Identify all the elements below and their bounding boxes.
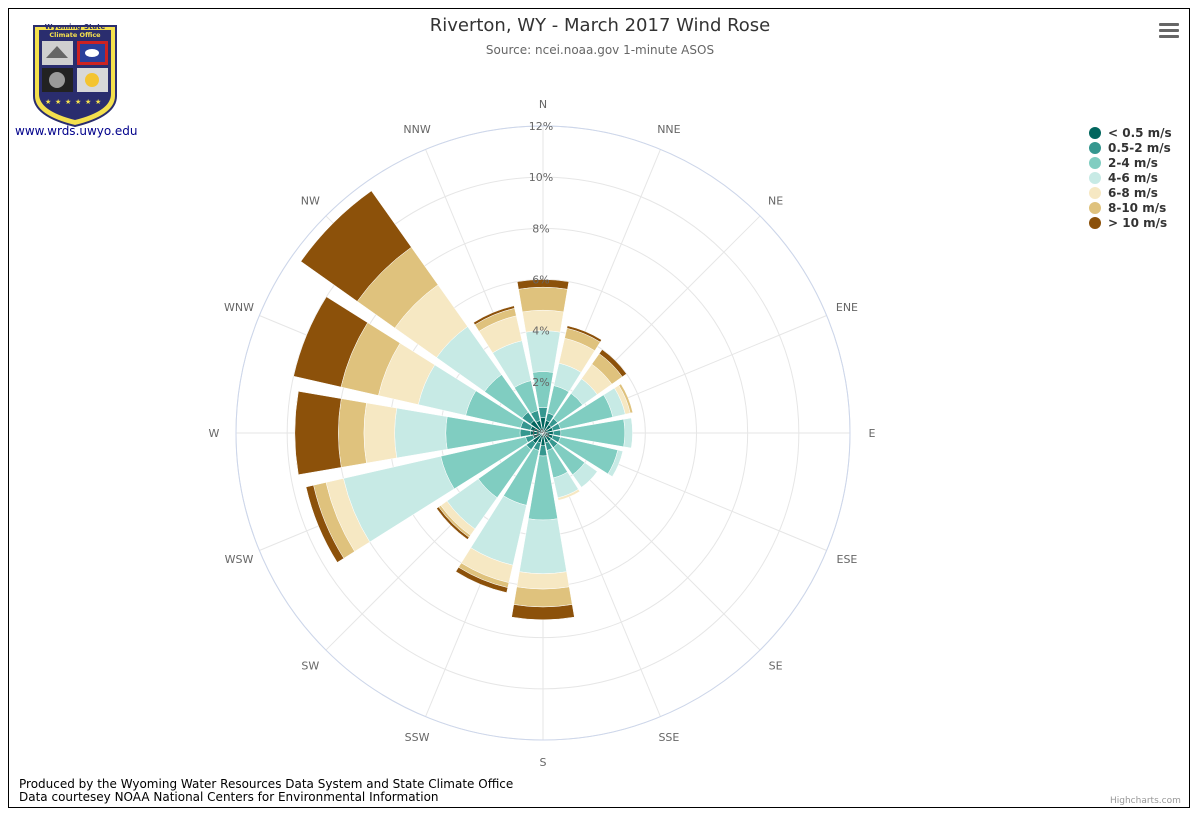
wind-wedge-ssw	[455, 566, 509, 593]
radial-tick-label: 2%	[532, 376, 549, 389]
wind-wedge-n	[516, 279, 570, 290]
legend-label: 6-8 m/s	[1108, 185, 1158, 200]
radial-tick-label: 4%	[532, 325, 549, 338]
legend-label: 8-10 m/s	[1108, 200, 1167, 215]
website-link[interactable]: www.wrds.uwyo.edu	[15, 124, 138, 138]
wind-wedge-s	[513, 586, 573, 608]
wind-wedge-w	[338, 398, 367, 468]
highcharts-credit-link[interactable]: Highcharts.com	[1110, 796, 1181, 806]
direction-label-se: SE	[769, 660, 783, 673]
logo-text-line2: Climate Office	[49, 31, 101, 39]
wind-wedge-s	[538, 445, 548, 457]
chart-border	[8, 8, 1190, 808]
footer-line-1: Produced by the Wyoming Water Resources …	[19, 777, 514, 791]
legend-swatch	[1089, 216, 1101, 229]
svg-text:★: ★	[75, 98, 81, 106]
wind-wedge-wsw	[305, 484, 345, 563]
wind-wedge-wnw	[293, 296, 368, 388]
direction-label-wsw: WSW	[225, 553, 254, 566]
direction-label-sw: SW	[301, 660, 319, 673]
legend-item[interactable]: 6-8 m/s	[1089, 185, 1172, 200]
direction-label-e: E	[869, 427, 876, 440]
direction-label-ene: ENE	[836, 301, 858, 314]
radial-tick-label: 12%	[529, 120, 553, 133]
wind-wedge-ene	[618, 383, 634, 414]
wind-wedge-s	[511, 604, 575, 621]
wind-wedge-w	[519, 428, 531, 438]
legend-label: 2-4 m/s	[1108, 155, 1158, 170]
hamburger-menu-icon[interactable]	[1157, 20, 1181, 42]
legend-label: 0.5-2 m/s	[1108, 140, 1171, 155]
wind-wedge-e	[623, 417, 633, 449]
direction-label-s: S	[540, 756, 547, 769]
legend-swatch	[1089, 156, 1101, 169]
direction-label-nw: NW	[301, 194, 320, 207]
legend: < 0.5 m/s 0.5-2 m/s 2-4 m/s 4-6 m/s 6-8 m/s 8…	[1089, 125, 1172, 230]
svg-text:★: ★	[85, 98, 91, 106]
direction-label-nne: NNE	[657, 123, 680, 136]
wind-wedge-nne	[566, 325, 602, 343]
direction-label-n: N	[539, 98, 547, 111]
radial-tick-label: 10%	[529, 171, 553, 184]
svg-text:★: ★	[45, 98, 51, 106]
wind-wedge-sw	[436, 506, 470, 540]
direction-label-sse: SSE	[658, 731, 679, 744]
svg-text:★: ★	[95, 98, 101, 106]
chart-title: Riverton, WY - March 2017 Wind Rose	[429, 15, 771, 36]
wind-wedge-nnw	[473, 305, 515, 326]
footer-line-2: Data courtesey NOAA National Centers for…	[19, 790, 439, 804]
legend-item[interactable]: 8-10 m/s	[1089, 200, 1172, 215]
wind-wedge-w	[363, 402, 398, 464]
legend-item[interactable]: 2-4 m/s	[1089, 155, 1172, 170]
legend-item[interactable]: 0.5-2 m/s	[1089, 140, 1172, 155]
legend-item[interactable]: < 0.5 m/s	[1089, 125, 1172, 140]
wind-wedge-w	[294, 391, 342, 475]
direction-label-wnw: WNW	[224, 301, 254, 314]
legend-swatch	[1089, 186, 1101, 199]
direction-label-ne: NE	[768, 194, 783, 207]
svg-text:★: ★	[65, 98, 71, 106]
legend-label: 4-6 m/s	[1108, 170, 1158, 185]
wind-wedge-e	[552, 429, 562, 437]
wind-wedge-sse	[557, 488, 581, 501]
legend-swatch	[1089, 141, 1101, 154]
wind-wedge-nw	[300, 190, 412, 302]
legend-swatch	[1089, 201, 1101, 214]
wind-wedge-s	[519, 518, 567, 574]
radial-tick-label: 8%	[532, 222, 549, 235]
direction-label-ese: ESE	[837, 553, 858, 566]
polar-outer-ring	[235, 125, 851, 741]
direction-label-ssw: SSW	[405, 731, 430, 744]
legend-label: > 10 m/s	[1108, 215, 1168, 230]
chart-subtitle: Source: ncei.noaa.gov 1-minute ASOS	[485, 43, 715, 57]
direction-label-w: W	[209, 427, 220, 440]
wind-wedge-n	[538, 407, 548, 419]
legend-label: < 0.5 m/s	[1108, 125, 1172, 140]
legend-swatch	[1089, 126, 1101, 139]
footer-credits: Produced by the Wyoming Water Resources …	[19, 778, 513, 804]
legend-item[interactable]: > 10 m/s	[1089, 215, 1172, 230]
wind-wedge-w	[394, 407, 448, 459]
wyoming-state-climate-office-logo: Wyoming State Climate Office ★ ★ ★ ★ ★ ★	[33, 23, 117, 128]
direction-label-nnw: NNW	[403, 123, 430, 136]
wind-wedge-ne	[598, 349, 627, 378]
radial-tick-label: 6%	[532, 274, 549, 287]
wind-wedge-s	[516, 571, 570, 590]
legend-item[interactable]: 4-6 m/s	[1089, 170, 1172, 185]
svg-text:★: ★	[55, 98, 61, 106]
radial-tick-label: 0%	[532, 427, 549, 440]
logo-text-line1: Wyoming State	[45, 23, 106, 31]
wind-wedge-ese	[607, 449, 624, 477]
legend-swatch	[1089, 171, 1101, 184]
wind-wedge-n	[518, 287, 568, 313]
wind-wedge-se	[572, 462, 598, 488]
